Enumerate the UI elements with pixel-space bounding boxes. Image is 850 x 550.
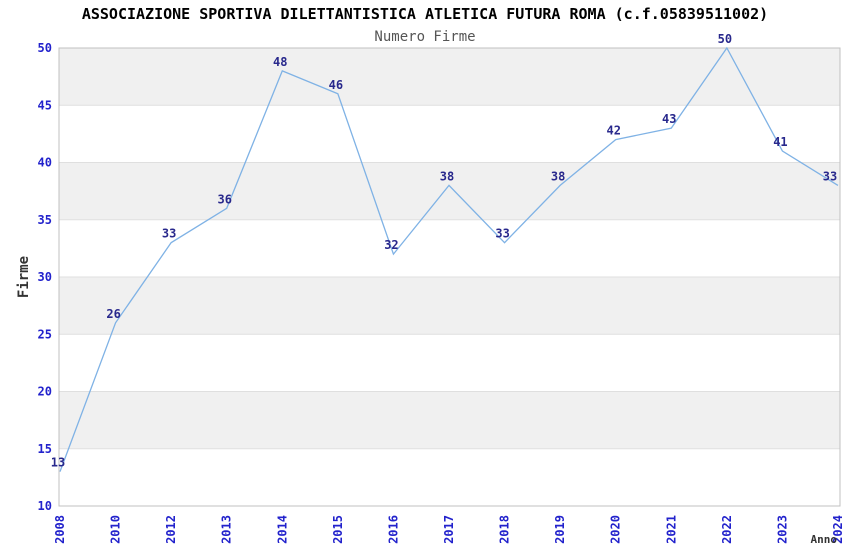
y-axis-title: Firme — [16, 256, 32, 298]
data-label: 33 — [162, 227, 176, 241]
data-label: 33 — [823, 169, 837, 183]
data-labels: 13 26 33 36 48 46 32 38 33 38 42 43 50 41 33 — [51, 32, 837, 470]
background-band — [59, 48, 840, 106]
background-band — [59, 391, 840, 449]
x-tick-label: 2020 — [609, 515, 623, 544]
x-axis-tick-labels: 2008 2010 2012 2013 2014 2015 2016 2017 2018 2019… — [53, 515, 845, 544]
data-label: 41 — [773, 135, 787, 149]
x-tick-label: 2022 — [720, 515, 734, 544]
x-tick-label: 2021 — [664, 515, 678, 544]
background-band — [59, 219, 840, 277]
y-tick-label: 10 — [38, 499, 52, 513]
data-label: 48 — [273, 55, 287, 69]
series-line — [59, 46, 839, 472]
x-tick-label: 2015 — [331, 515, 345, 544]
x-tick-label: 2024 — [831, 515, 845, 544]
x-tick-label: 2018 — [498, 515, 512, 544]
x-tick-label: 2014 — [275, 515, 289, 544]
band-background — [59, 48, 840, 506]
data-label: 38 — [551, 169, 565, 183]
data-label: 43 — [662, 112, 676, 126]
x-tick-label: 2010 — [109, 515, 123, 544]
chart-title: ASSOCIAZIONE SPORTIVA DILETTANTISTICA AT… — [82, 5, 768, 23]
y-tick-label: 15 — [38, 442, 52, 456]
y-axis-tick-labels: 10 15 20 25 30 35 40 45 50 — [38, 41, 52, 513]
gridlines — [59, 104, 840, 450]
x-tick-label: 2019 — [553, 515, 567, 544]
y-tick-label: 45 — [38, 98, 52, 112]
y-tick-label: 25 — [38, 327, 52, 341]
data-label: 32 — [384, 238, 398, 252]
x-tick-label: 2023 — [775, 515, 789, 544]
data-label: 50 — [718, 32, 732, 46]
background-band — [59, 334, 840, 392]
y-tick-label: 50 — [38, 41, 52, 55]
data-label: 42 — [606, 124, 620, 138]
x-tick-label: 2017 — [442, 515, 456, 544]
y-tick-label: 35 — [38, 213, 52, 227]
x-tick-label: 2016 — [386, 515, 400, 544]
chart-subtitle: Numero Firme — [374, 29, 475, 45]
y-tick-label: 20 — [38, 385, 52, 399]
background-band — [59, 162, 840, 220]
y-tick-label: 30 — [38, 270, 52, 284]
x-tick-label: 2008 — [53, 515, 67, 544]
background-band — [59, 277, 840, 335]
x-tick-label: 2013 — [220, 515, 234, 544]
data-label: 33 — [495, 227, 509, 241]
background-band — [59, 448, 840, 506]
data-label: 13 — [51, 456, 65, 470]
data-label: 36 — [217, 192, 231, 206]
x-tick-label: 2012 — [164, 515, 178, 544]
plot-border — [58, 47, 841, 507]
data-label: 38 — [440, 169, 454, 183]
y-tick-label: 40 — [38, 156, 52, 170]
data-label: 46 — [329, 78, 343, 92]
data-label: 26 — [106, 307, 120, 321]
background-band — [59, 105, 840, 163]
x-axis-title: Anno — [811, 533, 838, 546]
